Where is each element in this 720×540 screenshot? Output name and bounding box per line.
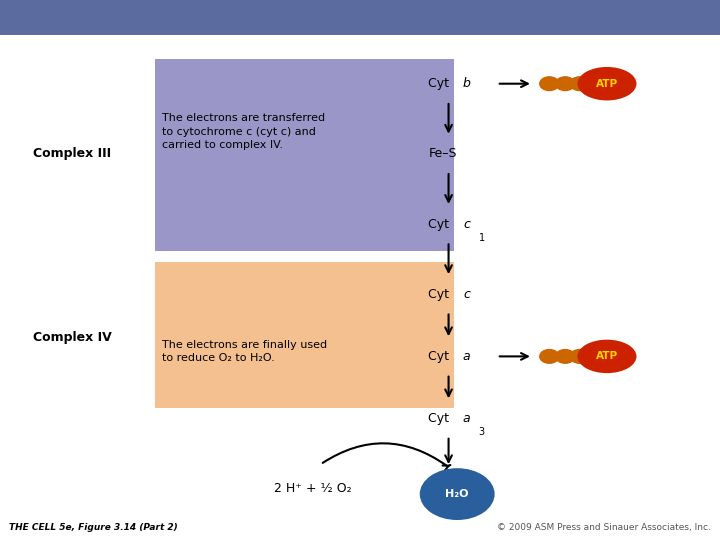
FancyBboxPatch shape xyxy=(155,59,454,251)
Text: Fe–S: Fe–S xyxy=(428,147,457,160)
Text: THE CELL 5e, Figure 3.14 (Part 2): THE CELL 5e, Figure 3.14 (Part 2) xyxy=(9,523,177,532)
Text: Figure 3.14  The electron transport chain (Part 2): Figure 3.14 The electron transport chain… xyxy=(9,10,384,25)
Text: © 2009 ASM Press and Sinauer Associates, Inc.: © 2009 ASM Press and Sinauer Associates,… xyxy=(498,523,711,532)
Text: The electrons are finally used
to reduce O₂ to H₂O.: The electrons are finally used to reduce… xyxy=(162,340,327,363)
Ellipse shape xyxy=(570,76,590,91)
Text: H₂O: H₂O xyxy=(446,489,469,499)
Text: Complex III: Complex III xyxy=(33,147,111,160)
Text: ATP: ATP xyxy=(596,352,618,361)
Text: c: c xyxy=(463,218,470,231)
FancyBboxPatch shape xyxy=(155,262,454,408)
Text: Cyt: Cyt xyxy=(428,218,454,231)
Ellipse shape xyxy=(539,76,559,91)
Text: Cyt: Cyt xyxy=(428,288,454,301)
FancyBboxPatch shape xyxy=(0,0,720,35)
Text: b: b xyxy=(463,77,471,90)
Text: Cyt: Cyt xyxy=(428,412,454,425)
Ellipse shape xyxy=(420,468,495,520)
Text: c: c xyxy=(463,288,470,301)
Ellipse shape xyxy=(577,67,636,100)
Ellipse shape xyxy=(539,349,559,364)
Text: 2 H⁺ + ½ O₂: 2 H⁺ + ½ O₂ xyxy=(274,482,352,495)
Text: Cyt: Cyt xyxy=(428,77,454,90)
Text: ATP: ATP xyxy=(596,79,618,89)
Ellipse shape xyxy=(577,340,636,373)
Ellipse shape xyxy=(570,349,590,364)
Text: a: a xyxy=(463,412,471,425)
Text: 1: 1 xyxy=(479,233,485,242)
Ellipse shape xyxy=(555,349,575,364)
Text: Cyt: Cyt xyxy=(428,350,454,363)
Text: The electrons are transferred
to cytochrome c (cyt c) and
carried to complex IV.: The electrons are transferred to cytochr… xyxy=(162,113,325,150)
Text: 3: 3 xyxy=(479,427,485,437)
Text: a: a xyxy=(463,350,471,363)
Text: Complex IV: Complex IV xyxy=(32,331,112,344)
Ellipse shape xyxy=(555,76,575,91)
